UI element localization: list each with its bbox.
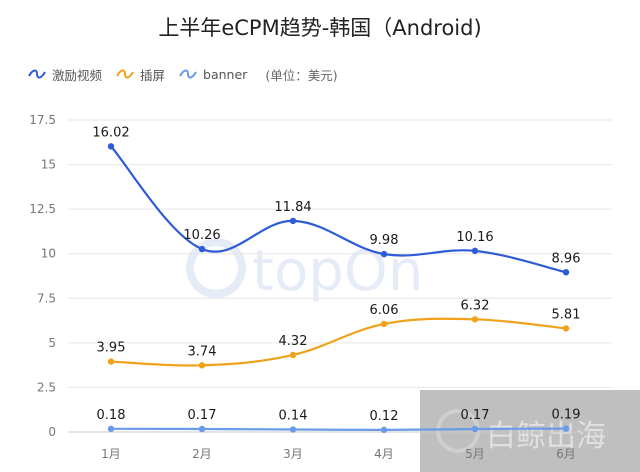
series-1-label-5: 5.81 (552, 307, 581, 322)
series-0-label-1: 10.26 (183, 228, 220, 243)
topon-watermark: topOn (186, 238, 423, 304)
series-1-point-3[interactable] (380, 320, 388, 328)
y-tick-label-5: 12.5 (29, 202, 56, 216)
series-2-point-5[interactable] (562, 425, 570, 432)
series-0-point-4[interactable] (471, 247, 479, 255)
y-tick-label-1: 2.5 (37, 380, 56, 394)
y-tick-label-3: 7.5 (37, 291, 56, 305)
series-1-label-3: 6.06 (370, 303, 399, 318)
series-2-point-2[interactable] (289, 426, 297, 433)
series-2-label-4: 0.17 (461, 408, 490, 423)
legend-item-banner[interactable]: banner (179, 67, 247, 82)
series-2-label-2: 0.14 (279, 409, 308, 424)
series-layer (107, 143, 570, 434)
y-tick-label-2: 5 (48, 336, 56, 350)
series-2-label-1: 0.17 (188, 408, 217, 423)
series-0-label-5: 8.96 (552, 251, 581, 266)
series-2-point-0[interactable] (107, 425, 115, 432)
series-line-0 (110, 145, 567, 274)
x-tick-label-0: 1月 (101, 447, 121, 461)
x-tick-label-5: 6月 (556, 447, 576, 461)
series-line-1 (110, 317, 567, 367)
series-1-point-5[interactable] (562, 325, 570, 332)
data-labels: 16.02 10.26 11.84 9.98 10.16 8.96 3.95 3.74 4.32… (92, 125, 580, 423)
corner-watermark-text: 白鲸出海 (486, 419, 606, 454)
series-2-point-3[interactable] (380, 426, 388, 434)
series-0-label-0: 16.02 (92, 125, 129, 140)
series-0-point-1[interactable] (198, 245, 206, 253)
legend-label-incentive-video: 激励视频 (52, 67, 103, 83)
series-0-point-0[interactable] (107, 143, 115, 150)
series-2-label-3: 0.12 (370, 409, 399, 424)
series-1-point-1[interactable] (198, 362, 206, 369)
series-0-label-4: 10.16 (456, 230, 493, 245)
chart-title: 上半年eCPM趋势-韩国（Android) (158, 16, 482, 40)
series-2-point-1[interactable] (198, 425, 206, 433)
unit-note: (单位：美元) (265, 67, 338, 83)
series-2-label-5: 0.19 (552, 408, 581, 423)
x-tick-label-1: 2月 (192, 447, 212, 461)
series-0-point-2[interactable] (289, 217, 297, 225)
series-1-point-0[interactable] (107, 358, 115, 365)
legend-item-incentive-video[interactable]: 激励视频 (28, 65, 102, 84)
series-line-2 (110, 427, 567, 431)
watermark-layer: topOn 白鲸出海 (186, 238, 640, 472)
series-1-label-1: 3.74 (188, 344, 217, 359)
legend-item-interstitial[interactable]: 插屏 (116, 65, 165, 84)
x-tick-label-3: 4月 (374, 447, 394, 461)
x-tick-label-2: 3月 (283, 447, 303, 461)
y-tick-label-0: 0 (48, 425, 56, 439)
legend-swatch-incentive-video (28, 69, 46, 79)
series-2-label-0: 0.18 (97, 408, 126, 423)
series-1-point-2[interactable] (289, 351, 297, 359)
x-tick-label-4: 5月 (465, 447, 485, 461)
series-1-label-2: 4.32 (279, 334, 308, 349)
legend-swatch-interstitial (116, 69, 134, 79)
y-tick-label-7: 17.5 (29, 113, 56, 127)
legend: 激励视频 插屏 banner (单位：美元) (28, 64, 338, 84)
legend-label-interstitial: 插屏 (140, 67, 166, 83)
series-0-label-2: 11.84 (274, 200, 311, 215)
x-axis-ticks: 1月 2月 3月 4月 5月 6月 (101, 447, 576, 461)
series-0-point-5[interactable] (562, 269, 570, 276)
y-tick-label-4: 10 (41, 247, 56, 261)
legend-swatch-banner (179, 69, 197, 79)
series-2-point-4[interactable] (471, 425, 479, 433)
grid-layer (68, 119, 612, 433)
y-axis-ticks: 0 2.5 5 7.5 10 12.5 15 17.5 (29, 113, 56, 439)
series-1-label-4: 6.32 (461, 298, 490, 313)
y-tick-label-6: 15 (41, 158, 56, 172)
series-0-point-3[interactable] (380, 250, 388, 258)
corner-watermark: 白鲸出海 (420, 390, 640, 472)
series-0-label-3: 9.98 (370, 233, 399, 248)
series-1-point-4[interactable] (471, 316, 479, 323)
series-1-label-0: 3.95 (97, 341, 126, 356)
legend-label-banner: banner (203, 66, 248, 82)
topon-watermark-text: topOn (252, 239, 423, 304)
